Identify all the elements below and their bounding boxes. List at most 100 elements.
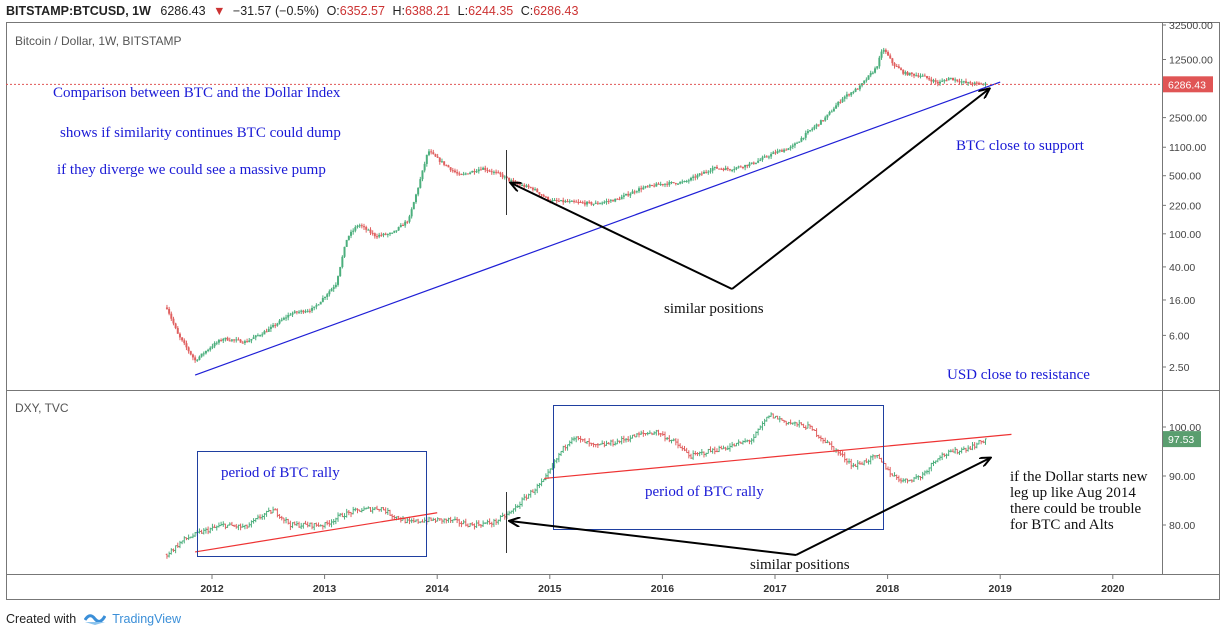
annotation-comparison: Comparison between BTC and the Dollar In… <box>53 85 341 101</box>
btc-candle-body <box>319 301 322 305</box>
btc-candle-body <box>627 193 630 196</box>
btc-candle-body <box>369 229 372 233</box>
btc-candle-body <box>785 149 788 151</box>
btc-candle-body <box>811 128 814 131</box>
btc-candle-body <box>557 200 560 202</box>
btc-candle-body <box>202 353 205 355</box>
btc-candle-body <box>852 91 855 93</box>
btc-candle-body <box>620 196 623 200</box>
btc-candle-body <box>609 200 612 202</box>
btc-candle-body <box>809 130 812 132</box>
annotation-similar-btc: similar positions <box>664 301 764 317</box>
btc-candle-body <box>168 308 171 314</box>
btc-candle-body <box>488 170 491 172</box>
btc-candle-body <box>748 163 751 167</box>
btc-candle-body <box>648 185 651 187</box>
btc-candles <box>165 47 987 363</box>
btc-candle-body <box>744 164 747 168</box>
btc-candle-body <box>969 82 972 84</box>
time-tick-label: 2012 <box>200 583 224 595</box>
btc-candle-body <box>692 176 695 178</box>
btc-candle-body <box>471 170 474 173</box>
btc-candle-body <box>404 221 407 226</box>
btc-candle-body <box>421 170 424 180</box>
dxy-y-axis: 100.00 90.00 80.00 <box>1162 422 1201 532</box>
btc-candle-body <box>856 88 859 90</box>
btc-candle-body <box>458 173 461 175</box>
btc-candle-body <box>977 82 980 84</box>
btc-candle-body <box>644 186 647 188</box>
time-tick-label: 2019 <box>989 583 1013 595</box>
btc-support-trendline <box>194 81 1001 376</box>
btc-candle-body <box>913 73 916 76</box>
btc-candle-body <box>629 193 632 196</box>
btc-candle-body <box>642 187 645 190</box>
btc-candle-body <box>666 183 669 185</box>
btc-candle-body <box>867 75 870 80</box>
btc-candle-body <box>967 82 970 84</box>
btc-candle-body <box>213 343 216 347</box>
btc-candle-body <box>269 326 272 329</box>
btc-candle-body <box>707 171 710 173</box>
btc-candle-body <box>577 201 580 203</box>
arrow-btc-left <box>511 183 733 290</box>
btc-candle-body <box>837 101 840 106</box>
btc-candle-body <box>603 201 606 203</box>
btc-candle-body <box>328 291 331 295</box>
btc-tick-label: 500.00 <box>1169 171 1201 183</box>
btc-candle-body <box>417 187 420 195</box>
btc-candle-body <box>395 230 398 232</box>
btc-candle-body <box>971 83 974 85</box>
btc-candle-body <box>399 225 402 228</box>
btc-candle-body <box>869 73 872 76</box>
btc-candle-body <box>839 101 842 103</box>
btc-tick-label: 2.50 <box>1169 362 1190 374</box>
btc-candle-body <box>947 78 950 81</box>
btc-candle-body <box>449 167 452 171</box>
btc-candle-body <box>702 171 705 174</box>
arrow-dxy-left <box>510 521 797 556</box>
btc-candle-body <box>728 169 731 171</box>
btc-candle-body <box>525 185 528 187</box>
btc-candle-body <box>863 80 866 84</box>
btc-y-axis: 32500.00 12500.00 2500.00 1100.00 500.00 220.… <box>1162 20 1213 374</box>
btc-tick-label: 1100.00 <box>1169 142 1206 154</box>
annotation-btc-support: BTC close to support <box>956 138 1085 154</box>
btc-candle-body <box>687 180 690 182</box>
btc-candle-body <box>845 94 848 97</box>
btc-candle-body <box>252 337 255 339</box>
btc-candle-body <box>204 350 207 354</box>
time-tick-label: 2020 <box>1101 583 1125 595</box>
btc-candle-body <box>531 187 534 190</box>
btc-candle-body <box>436 156 439 158</box>
btc-candle-body <box>625 193 628 196</box>
btc-candle-body <box>581 202 584 204</box>
dxy-ohlc-bars <box>165 412 987 559</box>
btc-candle-body <box>804 133 807 138</box>
btc-candle-body <box>542 195 545 197</box>
btc-candle-body <box>226 337 229 341</box>
btc-tick-label: 12500.00 <box>1169 54 1213 66</box>
btc-candle-body <box>560 200 563 202</box>
btc-candle-body <box>789 146 792 149</box>
btc-candle-body <box>876 66 879 69</box>
btc-candle-body <box>640 188 643 190</box>
btc-candle-body <box>430 151 433 153</box>
footer-brand[interactable]: TradingView <box>112 612 181 626</box>
btc-candle-body <box>300 310 303 312</box>
btc-candle-body <box>657 183 660 185</box>
btc-candle-body <box>510 180 513 182</box>
btc-candle-body <box>529 187 532 189</box>
btc-candle-body <box>228 340 231 342</box>
btc-candle-body <box>573 200 576 202</box>
btc-candle-body <box>360 225 363 227</box>
btc-tick-label: 32500.00 <box>1169 20 1213 32</box>
btc-candle-body <box>241 342 244 344</box>
btc-candle-body <box>570 200 573 202</box>
btc-candle-body <box>209 347 212 350</box>
time-axis: 2012 2013 2014 2015 2016 2017 2018 2019 2020 <box>200 574 1125 595</box>
annotation-similar-dxy: similar positions <box>750 557 850 573</box>
btc-candle-body <box>181 337 184 341</box>
btc-candle-body <box>917 75 920 77</box>
btc-candle-body <box>774 152 777 154</box>
